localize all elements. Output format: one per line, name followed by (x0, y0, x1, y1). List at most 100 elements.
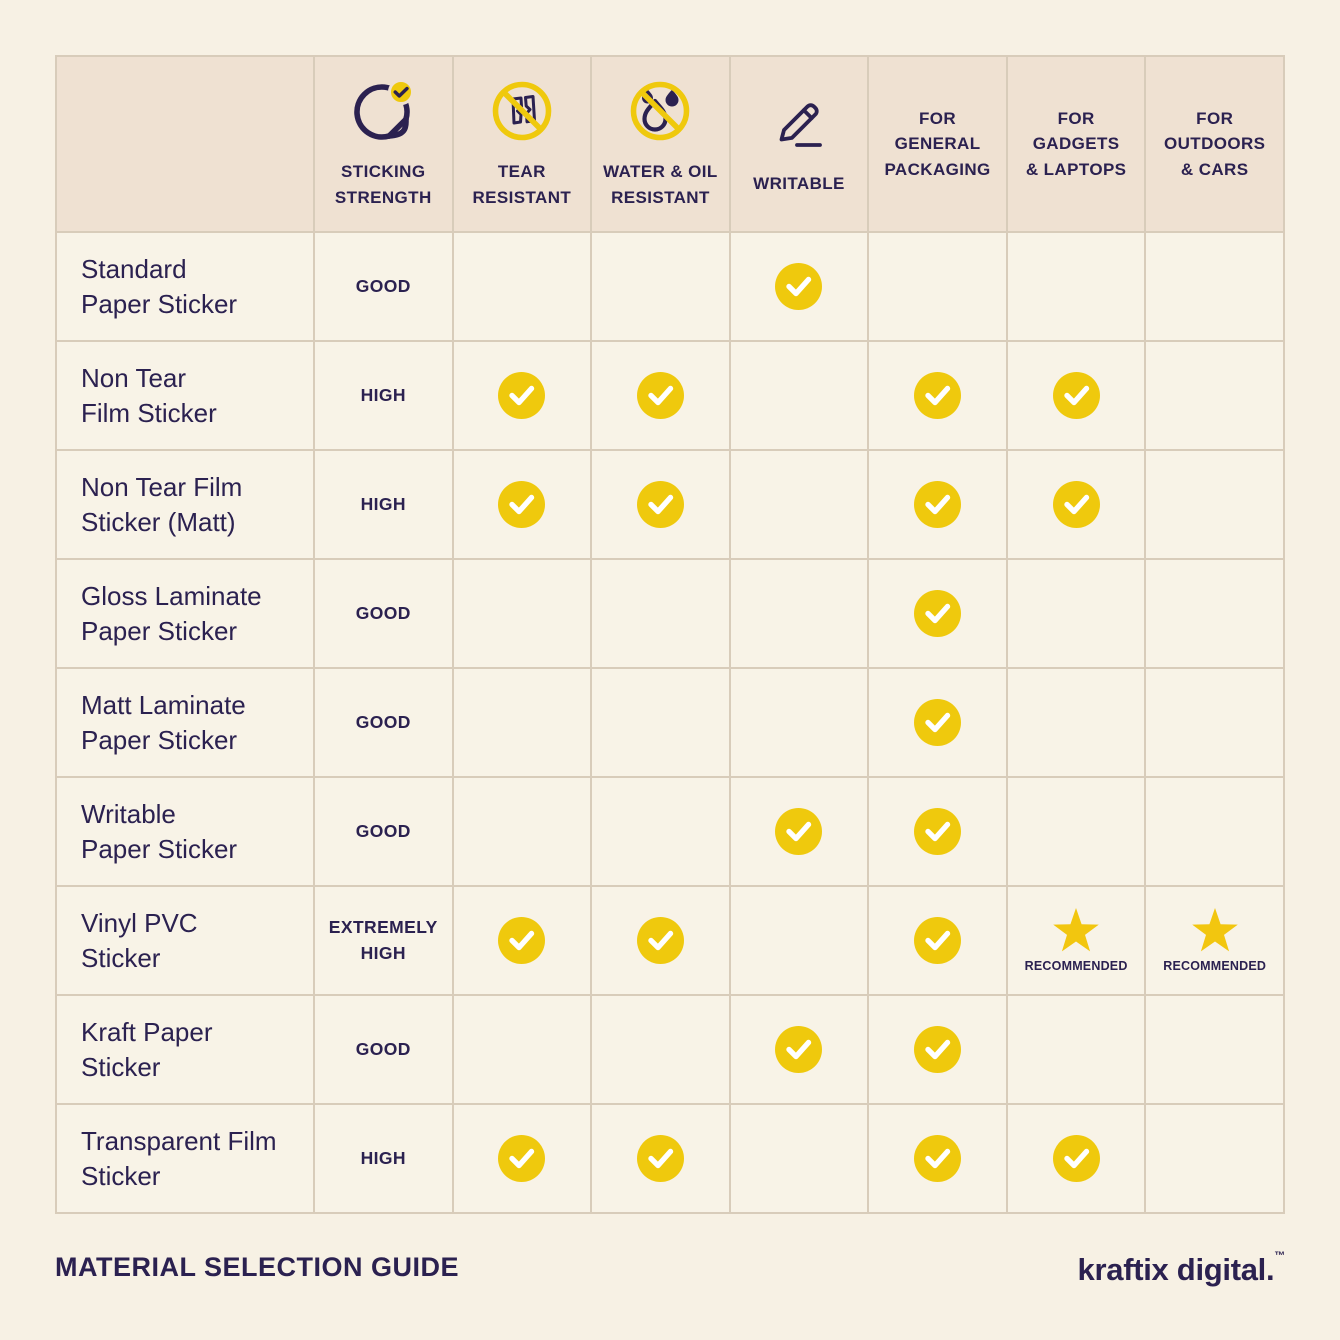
cell-writable (730, 560, 868, 667)
cell-outdoors_cars (1146, 342, 1283, 449)
cell-outdoors_cars (1146, 669, 1283, 776)
column-header-label: STICKING STRENGTH (334, 162, 432, 207)
cell-writable (730, 996, 868, 1103)
cell-tear_resistant (453, 233, 591, 340)
check-icon (636, 917, 684, 964)
cell-water_oil_resistant (592, 778, 729, 885)
column-header-general_packaging: FOR GENERAL PACKAGING (869, 57, 1006, 231)
cell-general_packaging (869, 778, 1006, 885)
cell-tear_resistant (453, 887, 591, 994)
cell-gadgets_laptops (1007, 996, 1145, 1103)
cell-writable (730, 451, 868, 558)
cell-general_packaging (869, 560, 1006, 667)
row-label: Kraft Paper Sticker (57, 996, 313, 1103)
column-header-outdoors_cars: FOR OUTDOORS & CARS (1146, 57, 1283, 231)
row-label: Non Tear Film Sticker (Matt) (57, 451, 313, 558)
strength-value: EXTREMELY HIGH (315, 887, 452, 994)
check-icon (914, 590, 962, 637)
cell-water_oil_resistant (592, 342, 729, 449)
cell-outdoors_cars: RECOMMENDED (1146, 887, 1283, 994)
check-icon (1052, 372, 1100, 419)
column-header-gadgets_laptops: FOR GADGETS & LAPTOPS (1007, 57, 1145, 231)
cell-water_oil_resistant (592, 996, 729, 1103)
row-label: Vinyl PVC Sticker (57, 887, 313, 994)
check-icon (775, 808, 823, 855)
column-header-label: TEAR RESISTANT (472, 162, 572, 207)
star-icon (1052, 908, 1100, 954)
column-header-label: WRITABLE (753, 173, 845, 193)
strength-value: HIGH (315, 451, 452, 558)
pencil-icon (767, 92, 831, 156)
cell-tear_resistant (453, 342, 591, 449)
strength-value: GOOD (315, 778, 452, 885)
check-icon (775, 263, 823, 310)
column-header-water_oil_resistant: WATER & OIL RESISTANT (592, 57, 729, 231)
column-header-label: FOR OUTDOORS & CARS (1163, 108, 1266, 179)
check-icon (1052, 1135, 1100, 1182)
cell-gadgets_laptops (1007, 778, 1145, 885)
cell-tear_resistant (453, 669, 591, 776)
cell-general_packaging (869, 342, 1006, 449)
check-icon (636, 481, 684, 528)
cell-tear_resistant (453, 560, 591, 667)
strength-value: GOOD (315, 996, 452, 1103)
cell-gadgets_laptops: RECOMMENDED (1007, 887, 1145, 994)
check-icon (914, 808, 962, 855)
cell-general_packaging (869, 233, 1006, 340)
row-label: Standard Paper Sticker (57, 233, 313, 340)
cell-writable (730, 233, 868, 340)
brand-text: kraftix digital. (1077, 1252, 1275, 1287)
no-water-oil-icon (627, 78, 693, 144)
check-icon (498, 481, 546, 528)
row-label: Writable Paper Sticker (57, 778, 313, 885)
column-header-label: WATER & OIL RESISTANT (603, 162, 718, 207)
cell-general_packaging (869, 451, 1006, 558)
recommended-mark: RECOMMENDED (1025, 908, 1128, 973)
material-table: STICKING STRENGTH TEAR RESISTANT WATER &… (55, 55, 1285, 1214)
column-header-writable: WRITABLE (730, 57, 868, 231)
column-header-label: FOR GADGETS & LAPTOPS (1025, 108, 1127, 179)
cell-writable (730, 1105, 868, 1212)
check-icon (914, 1026, 962, 1073)
cell-water_oil_resistant (592, 669, 729, 776)
cell-gadgets_laptops (1007, 560, 1145, 667)
cell-water_oil_resistant (592, 451, 729, 558)
check-icon (914, 372, 962, 419)
strength-value: HIGH (315, 342, 452, 449)
cell-outdoors_cars (1146, 1105, 1283, 1212)
cell-gadgets_laptops (1007, 669, 1145, 776)
check-icon (914, 917, 962, 964)
check-icon (1052, 481, 1100, 528)
cell-general_packaging (869, 996, 1006, 1103)
cell-writable (730, 669, 868, 776)
cell-outdoors_cars (1146, 996, 1283, 1103)
cell-tear_resistant (453, 778, 591, 885)
cell-tear_resistant (453, 451, 591, 558)
cell-gadgets_laptops (1007, 342, 1145, 449)
footer: MATERIAL SELECTION GUIDE kraftix digital… (55, 1250, 1285, 1288)
cell-gadgets_laptops (1007, 1105, 1145, 1212)
check-icon (914, 481, 962, 528)
recommended-label: RECOMMENDED (1163, 959, 1267, 973)
check-icon (914, 1135, 962, 1182)
strength-value: GOOD (315, 560, 452, 667)
cell-tear_resistant (453, 996, 591, 1103)
strength-value: GOOD (315, 669, 452, 776)
column-header-label: FOR GENERAL PACKAGING (884, 108, 991, 179)
row-label: Transparent Film Sticker (57, 1105, 313, 1212)
star-icon (1191, 908, 1239, 954)
check-icon (636, 372, 684, 419)
cell-outdoors_cars (1146, 560, 1283, 667)
no-tear-icon (489, 78, 555, 144)
header-corner-cell (57, 57, 313, 231)
cell-outdoors_cars (1146, 778, 1283, 885)
cell-water_oil_resistant (592, 560, 729, 667)
column-header-tear_resistant: TEAR RESISTANT (453, 57, 591, 231)
strength-value: GOOD (315, 233, 452, 340)
check-icon (498, 1135, 546, 1182)
check-icon (775, 1026, 823, 1073)
cell-general_packaging (869, 1105, 1006, 1212)
cell-writable (730, 342, 868, 449)
row-label: Gloss Laminate Paper Sticker (57, 560, 313, 667)
